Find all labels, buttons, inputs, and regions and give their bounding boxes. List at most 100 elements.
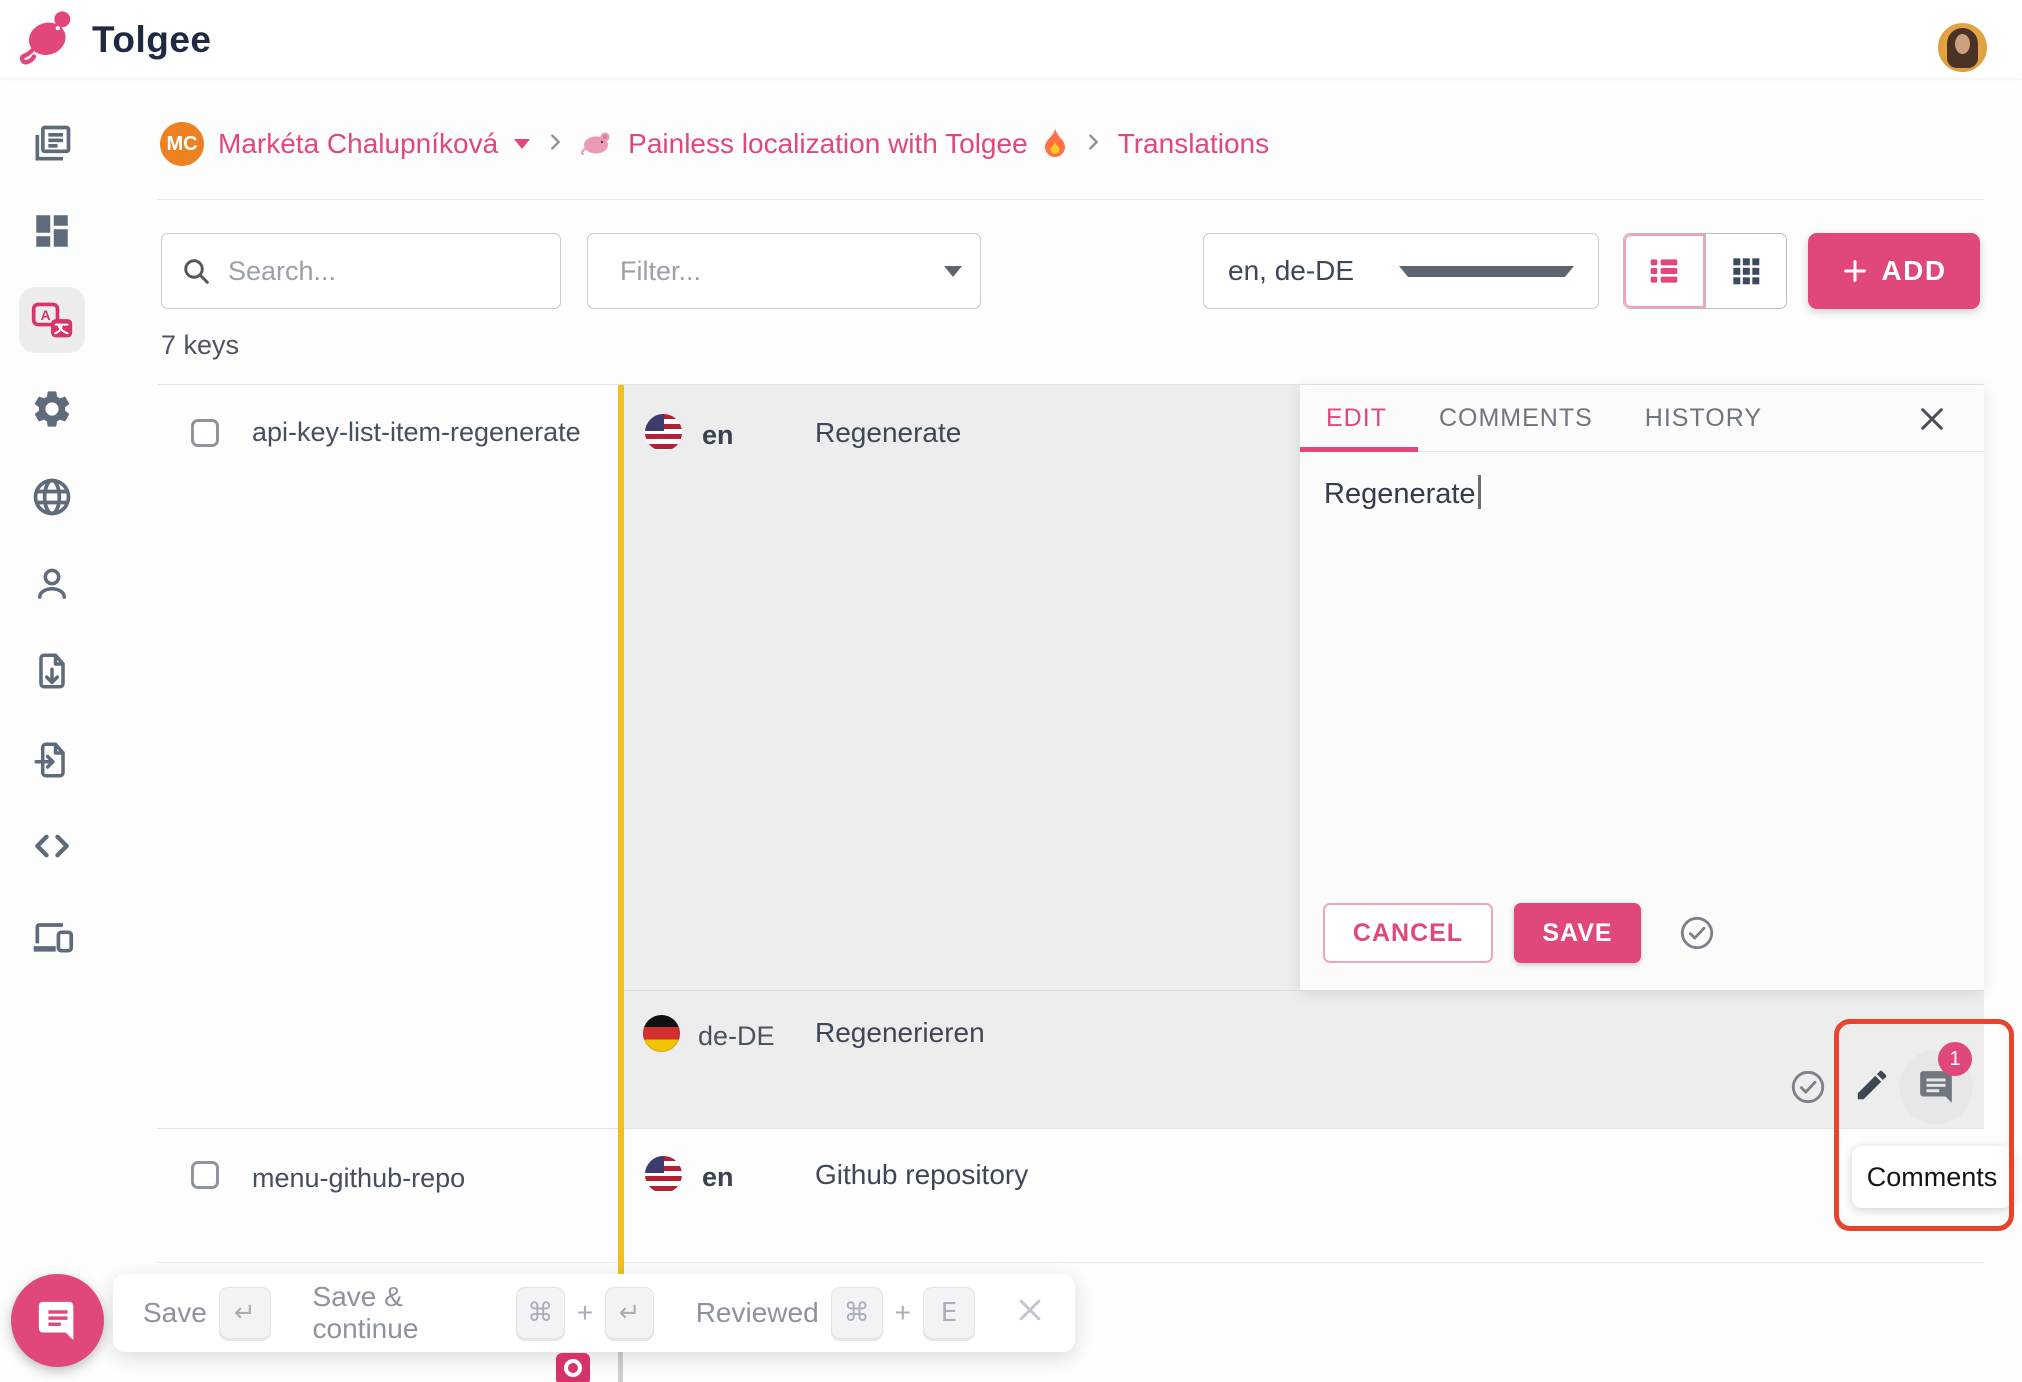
lang-code: de-DE — [698, 1021, 775, 1051]
add-button-label: ADD — [1881, 255, 1947, 286]
tab-comments[interactable]: COMMENTS — [1438, 404, 1593, 432]
brand-name: Tolgee — [92, 18, 212, 60]
recording-indicator-icon — [556, 1353, 590, 1382]
search-input[interactable] — [226, 254, 542, 288]
translation-editor[interactable]: Regenerate — [1324, 475, 1481, 511]
translations-icon[interactable]: A — [30, 298, 74, 342]
breadcrumb-page[interactable]: Translations — [1117, 128, 1270, 159]
members-icon[interactable] — [30, 562, 74, 606]
selected-column-indicator — [618, 385, 624, 1274]
breadcrumb-user-avatar[interactable]: MC — [160, 122, 204, 166]
search-icon — [180, 255, 212, 287]
languages-icon[interactable] — [30, 475, 74, 519]
chevron-down-icon[interactable] — [944, 265, 962, 277]
plus-separator: + — [894, 1297, 911, 1328]
key-name[interactable]: api-key-list-item-regenerate — [252, 417, 581, 447]
chevron-down-icon[interactable] — [514, 139, 531, 149]
close-icon[interactable] — [1916, 403, 1948, 435]
row-checkbox[interactable] — [191, 419, 219, 447]
lang-row-divider — [624, 990, 1984, 991]
comment-icon — [1917, 1068, 1955, 1106]
chevron-down-icon — [1399, 265, 1574, 277]
comments-tooltip: Comments — [1852, 1146, 2012, 1208]
save-button[interactable]: SAVE — [1514, 903, 1641, 963]
dashboard-icon[interactable] — [30, 209, 74, 253]
import-icon[interactable] — [30, 738, 74, 782]
save-continue-shortcut[interactable]: Save & continue ⌘ + ↵ — [313, 1281, 654, 1345]
table-top-border — [157, 384, 1984, 385]
grid-view-icon — [1727, 252, 1765, 290]
mark-reviewed-icon[interactable] — [1678, 914, 1716, 957]
filter-box — [587, 233, 981, 309]
integrate-icon[interactable] — [30, 824, 74, 868]
translation-edit-panel: EDIT COMMENTS HISTORY Regenerate CANCEL … — [1300, 385, 1984, 990]
lang-code: en — [702, 1162, 734, 1192]
support-chat-button[interactable] — [11, 1274, 104, 1367]
key-name[interactable]: menu-github-repo — [252, 1163, 466, 1193]
key-row-divider — [157, 1128, 1984, 1129]
reviewed-state-icon[interactable] — [1789, 1068, 1827, 1111]
languages-select[interactable]: en, de-DE — [1203, 233, 1599, 309]
row-divider — [157, 1262, 1984, 1263]
translation-value[interactable]: Regenerate — [815, 417, 962, 448]
save-continue-label: Save & continue — [312, 1281, 419, 1344]
active-tab-indicator — [1300, 447, 1418, 452]
breadcrumb-project[interactable]: Painless localization with Tolgee — [628, 128, 1028, 159]
mouse-logo-icon — [18, 6, 80, 73]
editor-text: Regenerate — [1324, 478, 1476, 510]
grid-view-button[interactable] — [1704, 234, 1787, 308]
export-icon[interactable] — [30, 649, 74, 693]
breadcrumb-user[interactable]: Markéta Chalupníková — [218, 128, 499, 159]
search-box — [161, 233, 561, 309]
us-flag — [645, 1156, 682, 1193]
news-icon[interactable] — [30, 122, 74, 166]
tabs-divider — [1300, 451, 1984, 452]
plus-icon — [1841, 257, 1869, 285]
list-view-button[interactable] — [1624, 234, 1705, 308]
edit-panel-tabs: EDIT COMMENTS HISTORY — [1300, 385, 1984, 452]
reviewed-label: Reviewed — [695, 1297, 819, 1328]
enter-key: ↵ — [605, 1287, 654, 1339]
lang-code: en — [702, 420, 734, 450]
chevron-right-icon — [1082, 131, 1104, 158]
de-flag — [643, 1015, 680, 1052]
reviewed-shortcut[interactable]: Reviewed ⌘ + E — [696, 1287, 975, 1339]
chevron-right-icon — [544, 131, 566, 158]
fire-emoji — [1042, 127, 1068, 162]
brand-logo[interactable]: Tolgee — [18, 6, 212, 73]
user-avatar[interactable] — [1938, 23, 1987, 72]
e-key: E — [923, 1287, 975, 1339]
comments-button[interactable] — [1899, 1050, 1973, 1124]
translation-value[interactable]: Github repository — [815, 1159, 1029, 1190]
enter-key: ↵ — [218, 1287, 271, 1339]
cancel-button[interactable]: CANCEL — [1323, 903, 1493, 963]
editor-shortcut-bar: Save ↵ Save & continue ⌘ + ↵ Reviewed ⌘ … — [113, 1274, 1075, 1352]
save-shortcut[interactable]: Save ↵ — [143, 1287, 271, 1339]
us-flag — [645, 414, 682, 451]
filter-input[interactable] — [606, 254, 930, 288]
header-divider — [157, 199, 1984, 200]
plus-separator: + — [576, 1297, 594, 1328]
translation-value[interactable]: Regenerieren — [815, 1017, 985, 1048]
svg-text:A: A — [41, 308, 51, 323]
save-shortcut-label: Save — [143, 1297, 207, 1328]
row-checkbox[interactable] — [191, 1161, 219, 1189]
tab-history[interactable]: HISTORY — [1644, 404, 1762, 432]
comment-count-badge: 1 — [1938, 1042, 1972, 1076]
mouse-emoji — [580, 129, 614, 160]
settings-icon[interactable] — [30, 387, 74, 431]
column-divider — [618, 1352, 623, 1382]
tab-edit[interactable]: EDIT — [1326, 404, 1387, 432]
devices-icon[interactable] — [30, 914, 74, 958]
add-button[interactable]: ADD — [1808, 233, 1980, 309]
edit-pencil-icon[interactable] — [1853, 1066, 1891, 1109]
cmd-key: ⌘ — [515, 1287, 565, 1339]
top-bar: Tolgee — [0, 0, 2022, 78]
breadcrumb: MC Markéta Chalupníková Painless localiz… — [160, 120, 1269, 168]
keys-count: 7 keys — [161, 330, 240, 360]
close-icon[interactable] — [1015, 1295, 1045, 1332]
languages-select-value: en, de-DE — [1228, 255, 1355, 286]
text-cursor — [1477, 475, 1481, 509]
cmd-key: ⌘ — [830, 1287, 883, 1339]
